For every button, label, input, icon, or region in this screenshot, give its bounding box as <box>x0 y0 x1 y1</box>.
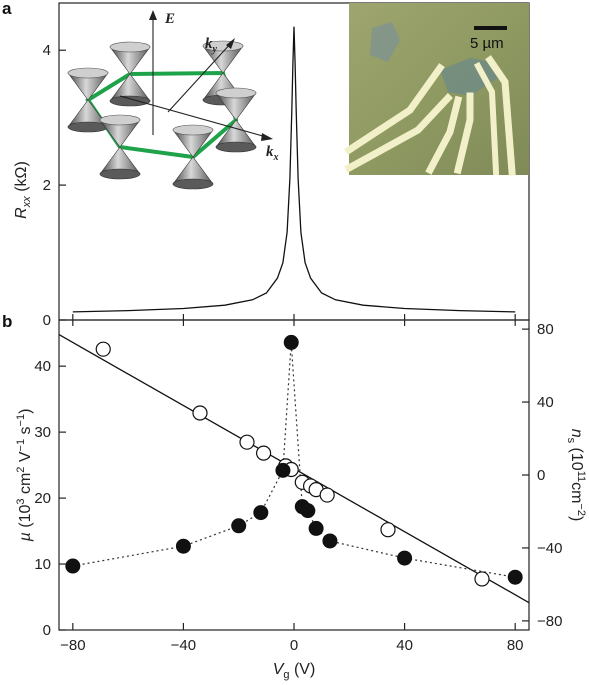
ky-axis <box>167 41 233 113</box>
mobility-point <box>300 503 316 519</box>
kx-axis <box>119 95 271 139</box>
panel-b: −80 −40 0 40 80 0 10 20 30 40 −80 −40 0 40 80 µ (103… <box>15 319 587 681</box>
mobility-point <box>231 518 247 534</box>
mobility-point <box>253 505 269 521</box>
mobility-point <box>397 550 413 566</box>
panel-b-x-tick-label: 40 <box>396 637 413 654</box>
panel-b-x-tick-label: −80 <box>60 637 85 654</box>
panel-a-ylabel: Rxx (kΩ) <box>13 161 33 219</box>
panel-b-y-axis-right: −80 −40 0 40 80 <box>522 321 562 630</box>
panel-b-y-tick-label: 30 <box>34 424 51 441</box>
energy-axis-label: E <box>164 11 175 27</box>
kx-axis-label: kx <box>266 144 279 163</box>
density-point <box>95 341 111 357</box>
graphene-flake <box>370 22 400 62</box>
panel-b-x-axis: −80 −40 0 40 80 <box>60 320 524 654</box>
density-point <box>239 434 255 450</box>
panel-b-y-tick-label: 40 <box>34 358 51 375</box>
density-point <box>474 571 490 587</box>
micrograph-inset: 5 µm <box>344 3 529 176</box>
panel-b-x-tick-label: 0 <box>290 637 298 654</box>
panel-b-y-tick-label-right: 40 <box>537 394 554 411</box>
density-point <box>380 522 396 538</box>
panel-b-y-tick-label-right: −40 <box>537 540 562 557</box>
panel-b-ylabel-left: µ (103 cm2 V−1 s−1) <box>15 409 34 543</box>
dirac-cone <box>172 124 214 190</box>
electrodes <box>344 55 516 176</box>
panel-b-y-tick-label: 20 <box>34 490 51 507</box>
mobility-point <box>175 538 191 554</box>
panel-b-y-tick-label-right: 0 <box>537 467 545 484</box>
density-point <box>255 445 272 461</box>
panel-b-letter: b <box>2 312 12 331</box>
mobility-point <box>308 520 324 536</box>
panel-b-x-tick-label: −40 <box>171 637 196 654</box>
panel-b-ylabel-right: ns (1011cm−2) <box>565 429 587 522</box>
dirac-cone-inset: E ky kx <box>67 10 279 190</box>
panel-b-xlabel: Vg (V) <box>273 661 316 681</box>
mobility-point <box>65 558 81 574</box>
panel-b-y-tick-label: 0 <box>43 622 51 639</box>
panel-b-y-tick-label: 10 <box>34 556 51 573</box>
mobility-point <box>283 334 299 350</box>
scale-bar-label: 5 µm <box>470 35 504 52</box>
resistance-curve <box>72 26 516 313</box>
mobility-points <box>65 334 523 585</box>
mobility-point <box>507 569 523 585</box>
dirac-cone <box>99 114 141 180</box>
density-points <box>95 341 490 587</box>
kx-axis-arrow <box>261 133 273 141</box>
dirac-cone <box>109 41 151 107</box>
panel-b-y-tick-label-right: 80 <box>537 321 554 338</box>
panel-a-y-tick-label: 2 <box>43 177 51 194</box>
panel-a: 0 2 4 Rxx (kΩ) E ky kx <box>13 2 530 329</box>
energy-axis-arrow <box>149 10 157 20</box>
mobility-point <box>275 462 291 478</box>
density-point <box>319 487 335 503</box>
panel-a-y-tick-label: 4 <box>43 42 51 59</box>
mobility-point <box>322 533 338 549</box>
panel-a-letter: a <box>2 0 12 18</box>
ky-axis-arrow <box>226 38 235 49</box>
panel-b-x-tick-label: 80 <box>507 637 524 654</box>
density-point <box>192 405 208 421</box>
dirac-cone <box>67 67 109 133</box>
mobility-dotted-line <box>72 342 516 578</box>
dirac-cone <box>215 87 257 153</box>
panel-b-y-axis-left: 0 10 20 30 40 <box>34 358 66 639</box>
graphene-flake-2 <box>440 58 498 96</box>
panel-b-y-tick-label-right: −80 <box>537 613 562 630</box>
panel-a-y-tick-label: 0 <box>43 312 51 329</box>
